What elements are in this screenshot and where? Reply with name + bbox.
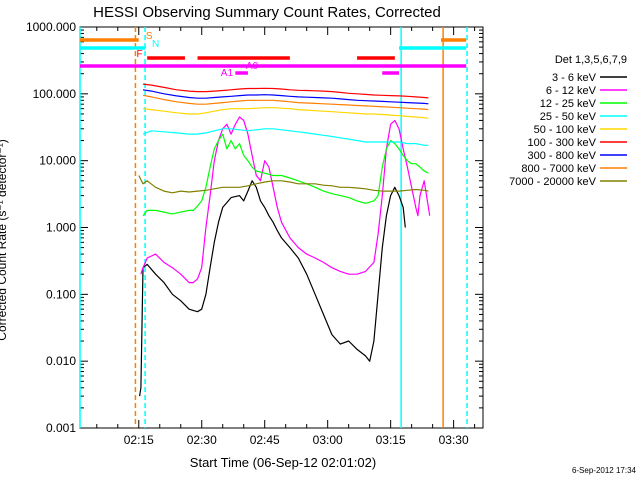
flag-label: A0: [246, 61, 259, 72]
y-tick-label: 0.100: [46, 287, 76, 301]
legend-entry-label: 100 - 300 keV: [528, 137, 597, 149]
series-line: [139, 180, 406, 397]
legend-entry-label: 300 - 800 keV: [528, 150, 597, 162]
legend-entry-label: 3 - 6 keV: [552, 72, 597, 84]
y-axis: 1000.000 100.000 10.000 1.000 0.100 0.010 0.00…: [26, 20, 483, 435]
series-lines: [138, 83, 431, 397]
legend-entry-label: 800 - 7000 keV: [521, 163, 596, 175]
y-tick-label: 1.000: [46, 221, 76, 235]
legend-entry-label: 7000 - 20000 keV: [509, 176, 597, 188]
legend-title: Det 1,3,5,6,7,9: [555, 54, 627, 66]
y-tick-label: 1000.000: [26, 20, 76, 34]
x-tick-label: 03:15: [376, 433, 406, 447]
y-tick-label: 0.001: [46, 421, 76, 435]
series-line: [142, 133, 429, 217]
y-tick-label: 10.000: [39, 154, 76, 168]
x-tick-label: 02:15: [124, 433, 154, 447]
x-tick-label: 02:45: [250, 433, 280, 447]
plot-frame: [79, 26, 484, 429]
series-line: [140, 116, 431, 284]
series-line: [142, 89, 429, 105]
flag-label: N: [152, 39, 159, 50]
flag-label: F: [137, 49, 143, 60]
legend-entry-label: 50 - 100 keV: [534, 124, 597, 136]
series-line: [142, 94, 429, 111]
series-line: [142, 128, 429, 146]
series-line: [142, 83, 429, 99]
x-tick-label: 02:30: [187, 433, 217, 447]
x-axis-label: Start Time (06-Sep-12 02:01:02): [190, 455, 376, 470]
y-axis-label: Corrected Count Rate (s⁻¹ detector⁻¹): [0, 139, 9, 340]
x-tick-label: 03:30: [439, 433, 469, 447]
event-lines: [79, 27, 468, 428]
flag-bars: SNF A0 A1: [80, 31, 467, 79]
flag-label: A1: [221, 68, 234, 79]
chart-title: HESSI Observing Summary Count Rates, Cor…: [93, 4, 441, 21]
x-axis: 02:15 02:30 02:45 03:00 03:15 03:30: [96, 27, 476, 447]
timestamp: 6-Sep-2012 17:34: [572, 466, 637, 475]
legend-entry-label: 12 - 25 keV: [540, 98, 597, 110]
y-tick-label: 0.010: [46, 354, 76, 368]
series-line: [142, 107, 429, 119]
y-tick-label: 100.000: [33, 87, 77, 101]
x-tick-label: 03:00: [313, 433, 343, 447]
series-line: [138, 175, 429, 194]
flag-label: S: [146, 31, 153, 42]
legend-entry-label: 25 - 50 keV: [540, 111, 597, 123]
legend-entry-label: 6 - 12 keV: [546, 85, 597, 97]
